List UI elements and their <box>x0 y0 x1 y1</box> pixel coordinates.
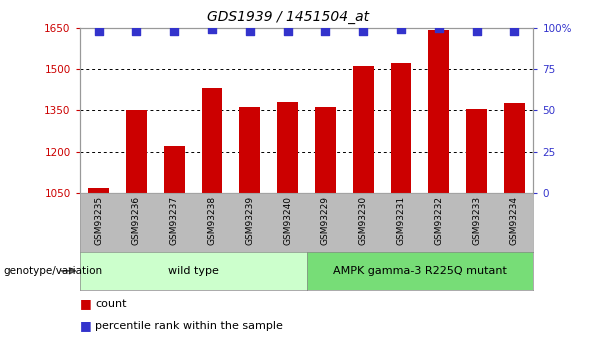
Point <box>472 28 482 34</box>
Text: genotype/variation: genotype/variation <box>3 266 102 276</box>
Text: GSM93235: GSM93235 <box>94 196 103 245</box>
Bar <box>202 88 223 193</box>
Point <box>509 28 519 34</box>
Bar <box>126 110 147 193</box>
Point <box>94 28 104 34</box>
Text: GSM93239: GSM93239 <box>245 196 254 245</box>
Text: GSM93229: GSM93229 <box>321 196 330 245</box>
Bar <box>466 109 487 193</box>
Bar <box>277 101 298 193</box>
Text: GSM93231: GSM93231 <box>397 196 406 245</box>
Text: ■: ■ <box>80 297 91 310</box>
Text: count: count <box>95 299 126 308</box>
Text: GSM93234: GSM93234 <box>510 196 519 245</box>
Bar <box>428 30 449 193</box>
Text: GDS1939 / 1451504_at: GDS1939 / 1451504_at <box>207 10 369 24</box>
Point <box>321 28 330 34</box>
Text: GSM93236: GSM93236 <box>132 196 141 245</box>
Bar <box>240 107 260 193</box>
Bar <box>164 146 185 193</box>
Bar <box>390 63 411 193</box>
Point <box>131 28 141 34</box>
Text: GSM93230: GSM93230 <box>359 196 368 245</box>
Point <box>396 27 406 32</box>
Bar <box>504 104 525 193</box>
Text: percentile rank within the sample: percentile rank within the sample <box>95 321 283 331</box>
Text: GSM93233: GSM93233 <box>472 196 481 245</box>
Text: ■: ■ <box>80 319 91 333</box>
Text: AMPK gamma-3 R225Q mutant: AMPK gamma-3 R225Q mutant <box>333 266 507 276</box>
Point <box>207 27 217 32</box>
Text: GSM93237: GSM93237 <box>170 196 179 245</box>
Point <box>434 25 444 30</box>
Point <box>245 28 255 34</box>
Bar <box>315 107 336 193</box>
Text: GSM93232: GSM93232 <box>434 196 443 245</box>
Text: wild type: wild type <box>168 266 218 276</box>
Text: GSM93240: GSM93240 <box>283 196 292 245</box>
Bar <box>88 188 109 193</box>
Text: GSM93238: GSM93238 <box>207 196 216 245</box>
Point <box>358 28 368 34</box>
Bar <box>353 66 373 193</box>
Point <box>283 28 292 34</box>
Point <box>169 28 179 34</box>
